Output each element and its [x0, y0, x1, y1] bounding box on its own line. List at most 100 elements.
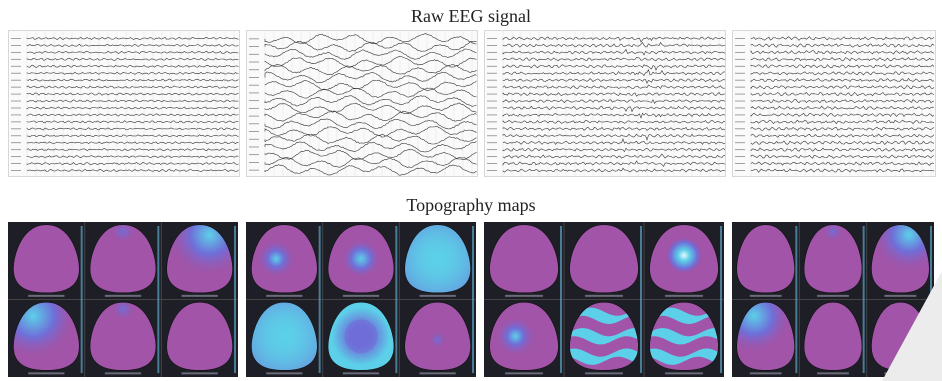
- eeg-channel-trace: [26, 85, 239, 89]
- color-scale-bar: [395, 226, 398, 373]
- eeg-channel-trace: [26, 78, 239, 82]
- eeg-channel-trace: [750, 112, 935, 118]
- head-outline: [404, 301, 471, 371]
- map-caption-mark: [749, 294, 782, 297]
- eeg-channel-trace: [750, 64, 935, 69]
- color-scale-bar: [862, 226, 865, 373]
- eeg-channel-trace: [264, 110, 477, 122]
- topography-map: [404, 302, 471, 371]
- eeg-channel-trace: [502, 48, 725, 56]
- topography-map: [166, 224, 233, 293]
- eeg-channel-trace: [502, 147, 725, 153]
- topography-map: [569, 302, 639, 371]
- topography-map: [328, 302, 394, 371]
- eeg-channel-trace: [264, 63, 477, 75]
- eeg-channel-trace: [502, 41, 725, 48]
- eeg-channel-trace: [502, 120, 725, 124]
- eeg-channel-trace: [750, 57, 935, 62]
- topography-map: [489, 224, 559, 293]
- eeg-panel-4: [732, 30, 936, 177]
- eeg-channel-trace: [26, 64, 239, 68]
- head-outline: [251, 224, 318, 294]
- eeg-channel-trace: [26, 43, 239, 47]
- head-outline: [489, 301, 559, 371]
- head-outline: [404, 224, 471, 294]
- color-scale-bar: [560, 226, 562, 373]
- eeg-channel-trace: [264, 141, 477, 153]
- head-outline: [13, 224, 80, 294]
- topography-map: [736, 302, 795, 371]
- eeg-channel-trace: [26, 120, 239, 124]
- color-scale-bar: [234, 226, 236, 373]
- topography-map: [489, 302, 559, 371]
- eeg-channel-trace: [26, 92, 239, 96]
- head-outline: [327, 224, 395, 294]
- map-band: [649, 307, 719, 324]
- map-band: [569, 348, 639, 365]
- head-outline: [569, 301, 639, 371]
- eeg-channel-trace: [750, 71, 935, 76]
- eeg-channel-trace: [26, 134, 239, 138]
- eeg-channel-trace: [502, 99, 725, 104]
- eeg-channel-trace: [26, 162, 239, 166]
- map-caption-mark: [342, 294, 380, 297]
- eeg-channel-trace: [264, 48, 477, 60]
- topo-panel-2: [246, 222, 476, 377]
- eeg-channel-trace: [750, 50, 935, 55]
- head-outline: [803, 224, 863, 294]
- head-outline: [89, 301, 157, 371]
- eeg-channel-trace: [26, 155, 239, 159]
- head-outline: [803, 301, 863, 371]
- head-outline: [327, 301, 395, 371]
- map-band: [569, 307, 639, 324]
- head-outline: [569, 224, 639, 294]
- eeg-panel-2: [246, 30, 478, 177]
- eeg-channel-trace: [26, 71, 239, 75]
- topography-map: [804, 302, 862, 371]
- topo-panel-1: [8, 222, 238, 377]
- map-caption-mark: [266, 294, 303, 297]
- map-caption-mark: [665, 372, 703, 375]
- map-caption-mark: [419, 294, 456, 297]
- eeg-channel-trace: [26, 106, 239, 110]
- topography-map: [251, 224, 318, 293]
- eeg-channel-trace: [502, 105, 725, 113]
- eeg-channel-trace: [750, 126, 935, 131]
- eeg-channel-trace: [750, 77, 935, 83]
- eeg-channel-trace: [264, 71, 477, 84]
- map-caption-mark: [419, 372, 456, 375]
- eeg-channel-trace: [264, 157, 477, 168]
- color-scale-bar: [640, 226, 642, 373]
- page-corner-decoration: [882, 271, 942, 381]
- map-caption-mark: [505, 372, 543, 375]
- eeg-channel-trace: [502, 112, 725, 119]
- eeg-channel-trace: [264, 149, 477, 161]
- eeg-channel-trace: [27, 50, 239, 54]
- eeg-channel-trace: [502, 69, 725, 77]
- map-caption-mark: [104, 294, 142, 297]
- eeg-channel-trace: [502, 78, 725, 84]
- eeg-channel-trace: [264, 95, 477, 107]
- eeg-channel-trace: [502, 64, 725, 71]
- eeg-channel-trace: [264, 102, 477, 115]
- head-outline: [251, 301, 318, 371]
- head-outline: [649, 301, 719, 371]
- eeg-channel-trace: [750, 91, 935, 97]
- eeg-channel-trace: [502, 126, 725, 131]
- eeg-channel-trace: [502, 133, 725, 141]
- eeg-channel-trace: [750, 140, 935, 145]
- topography-map: [13, 224, 80, 293]
- eeg-channel-trace: [750, 168, 935, 173]
- eeg-channel-trace: [264, 79, 477, 91]
- head-outline: [489, 224, 559, 294]
- map-caption-mark: [817, 372, 849, 375]
- eeg-channel-trace: [26, 113, 239, 117]
- map-band: [649, 348, 719, 365]
- eeg-channel-trace: [502, 138, 725, 145]
- eeg-channel-trace: [750, 36, 935, 41]
- head-outline: [166, 224, 233, 294]
- eeg-channel-trace: [750, 85, 935, 90]
- color-scale-bar: [472, 226, 474, 373]
- topography-map: [804, 224, 862, 293]
- head-outline: [89, 224, 157, 294]
